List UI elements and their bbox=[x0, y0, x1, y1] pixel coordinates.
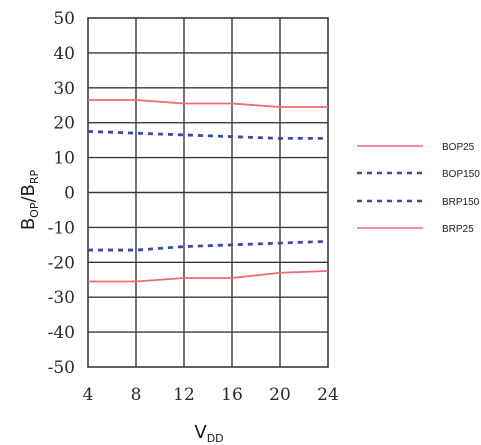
x-axis-title: VDD bbox=[194, 422, 223, 445]
y-tick-label: -30 bbox=[48, 288, 75, 308]
legend-label-bop25: BOP25 bbox=[442, 142, 475, 153]
y-axis-title-sub1: OP bbox=[28, 202, 41, 218]
y-tick-label: -20 bbox=[48, 253, 75, 273]
x-tick-label: 4 bbox=[83, 385, 94, 405]
series-line-brp25 bbox=[88, 270, 329, 283]
x-tick-label: 24 bbox=[317, 385, 339, 405]
series-line-brp150 bbox=[88, 239, 329, 252]
y-tick-label: 30 bbox=[53, 79, 75, 99]
x-tick-labels: 4 8 12 16 20 24 bbox=[83, 385, 339, 405]
y-tick-label: 20 bbox=[53, 114, 75, 134]
legend-label-brp25: BRP25 bbox=[442, 224, 474, 235]
y-tick-label: 0 bbox=[64, 184, 75, 204]
series-line-bop25 bbox=[88, 99, 328, 108]
x-axis-title-sub: DD bbox=[207, 432, 224, 445]
y-tick-label: -40 bbox=[48, 323, 75, 343]
legend-label-bop150: BOP150 bbox=[442, 169, 480, 180]
legend: BOP25 BOP150 BRP150 BRP25 bbox=[357, 142, 480, 235]
y-axis-title-sub2: RP bbox=[28, 169, 41, 184]
y-tick-label: 40 bbox=[53, 44, 75, 64]
y-axis-title-b1: B bbox=[18, 218, 39, 230]
y-axis-title-slash: /B bbox=[18, 184, 39, 202]
series-layer bbox=[87, 99, 329, 283]
y-tick-label: 50 bbox=[53, 9, 75, 29]
x-tick-label: 16 bbox=[221, 385, 243, 405]
y-tick-label: -50 bbox=[48, 358, 75, 378]
y-tick-label: -10 bbox=[48, 218, 75, 238]
x-tick-label: 8 bbox=[131, 385, 142, 405]
plot-grid bbox=[87, 17, 329, 368]
y-axis-title: BOP/BRP bbox=[18, 169, 41, 230]
x-tick-label: 12 bbox=[173, 385, 195, 405]
x-tick-label: 20 bbox=[269, 385, 291, 405]
legend-label-brp150: BRP150 bbox=[442, 197, 480, 208]
x-axis-title-main: V bbox=[194, 422, 207, 443]
y-tick-labels: 50 40 30 20 10 0 -10 -20 -30 -40 -50 bbox=[48, 9, 75, 378]
series-line-bop150 bbox=[87, 130, 328, 140]
y-tick-label: 10 bbox=[53, 149, 75, 169]
